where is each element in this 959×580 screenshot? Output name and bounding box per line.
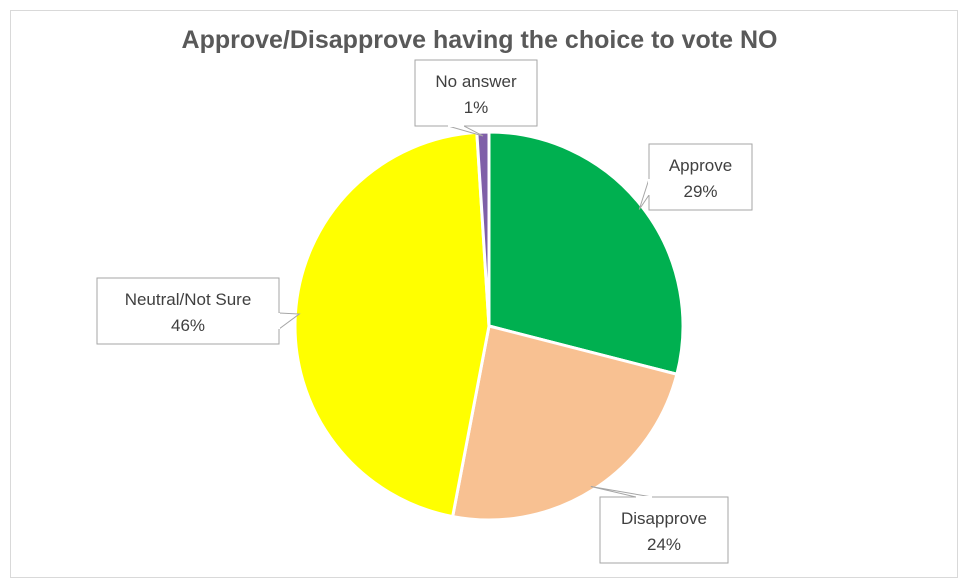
- pie-slice-approve: [487, 130, 685, 376]
- callout-pointer: [590, 486, 653, 498]
- callout-no-answer: No answer 1%: [414, 59, 538, 137]
- slice-label-neutral-not-sure: Neutral/Not Sure: [125, 290, 252, 309]
- callout-neutral-not-sure: Neutral/Not Sure 46%: [96, 277, 301, 345]
- callout-box: [599, 496, 729, 564]
- chart-title: Approve/Disapprove having the choice to …: [181, 26, 778, 54]
- pie-slice-disapprove: [451, 324, 679, 522]
- slice-label-approve: Approve: [669, 156, 732, 175]
- callout-disapprove: Disapprove 24%: [590, 486, 729, 564]
- callout-box: [648, 143, 753, 211]
- slice-label-disapprove: Disapprove: [621, 509, 707, 528]
- slice-value-neutral-not-sure: 46%: [171, 316, 205, 335]
- slice-label-no-answer: No answer: [435, 72, 517, 91]
- pie-slice-neutral-not-sure: [293, 130, 491, 519]
- slice-value-approve: 29%: [683, 182, 717, 201]
- callout-pointer: [638, 178, 650, 210]
- callout-box: [414, 59, 538, 127]
- callout-approve: Approve 29%: [638, 143, 753, 211]
- callout-box: [96, 277, 280, 345]
- slice-value-no-answer: 1%: [464, 98, 489, 117]
- slice-value-disapprove: 24%: [647, 535, 681, 554]
